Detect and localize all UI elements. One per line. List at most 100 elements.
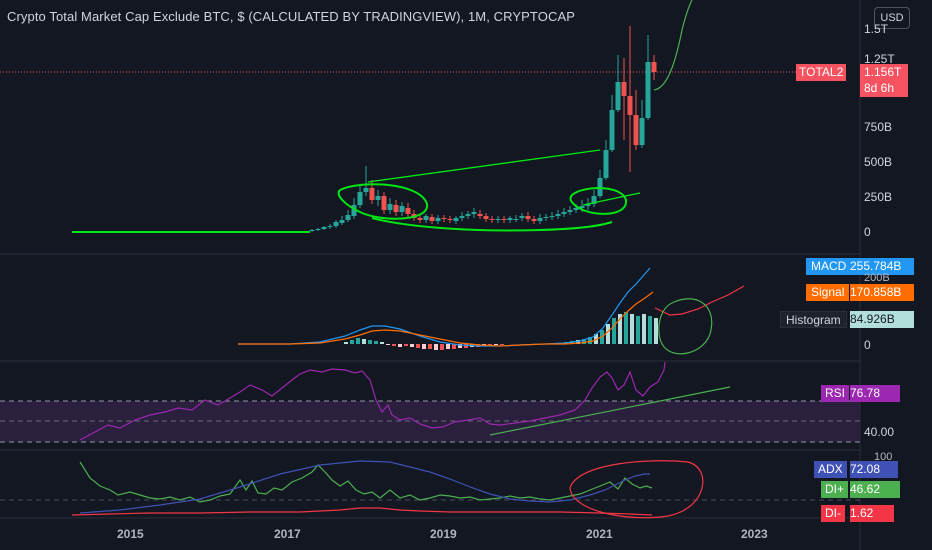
adx-ellipse-drawing: [569, 460, 704, 519]
macd-drawing: [654, 285, 745, 316]
candle: [333, 222, 339, 226]
adx-axis-tick: 100: [874, 451, 893, 463]
candle: [363, 188, 369, 192]
macd-histogram-bar: [618, 314, 622, 344]
candle: [327, 226, 333, 227]
macd-histogram-bar: [350, 340, 354, 344]
candle: [321, 227, 327, 229]
candle: [441, 218, 447, 219]
di-plus-value: 46.62: [850, 481, 900, 498]
price-axis-tick: 0: [864, 225, 871, 239]
macd-ellipse-drawing: [658, 298, 713, 355]
candle: [555, 214, 561, 216]
candle: [495, 219, 501, 220]
di-plus-label: DI+: [821, 481, 849, 498]
macd-histogram-bar: [458, 344, 462, 348]
macd-histogram-bar: [648, 316, 652, 344]
macd-histogram-bar: [410, 344, 414, 347]
di-plus-line: [79, 461, 653, 503]
time-axis-tick: 2015: [117, 527, 144, 541]
macd-axis-tick: 200B: [864, 272, 890, 284]
candle: [525, 216, 531, 219]
signal-value: 170.858B: [850, 284, 914, 301]
macd-histogram-bar: [624, 312, 628, 344]
candle: [387, 204, 393, 210]
candle: [501, 219, 507, 220]
adx-line: [79, 460, 650, 514]
macd-histogram-bar: [630, 314, 634, 344]
candle: [453, 218, 459, 221]
time-axis-tick: 2017: [274, 527, 301, 541]
macd-histogram-bar: [452, 344, 456, 349]
rsi-label: RSI: [821, 385, 850, 402]
rsi-value: 76.78: [850, 385, 900, 402]
candle: [579, 206, 585, 208]
candle: [489, 219, 495, 220]
rsi-axis-tick: 40.00: [864, 425, 895, 439]
candlestick-series: [309, 26, 657, 232]
candle: [531, 219, 537, 221]
trendline-drawing: [367, 149, 601, 183]
candle: [585, 204, 591, 206]
signal-line: [238, 291, 654, 347]
candle: [567, 210, 573, 212]
macd-histogram-bar: [428, 344, 432, 349]
macd-histogram-bar: [374, 341, 378, 344]
candle: [477, 214, 483, 216]
candle: [639, 118, 645, 145]
macd-histogram-bar: [494, 344, 498, 345]
macd-axis-tick: 0: [864, 338, 871, 352]
candle: [315, 229, 321, 230]
last-price-tag: 1.156T: [860, 64, 908, 81]
candle: [519, 216, 525, 218]
rsi-band: [0, 401, 860, 442]
candle: [465, 214, 471, 216]
macd-histogram-bar: [440, 344, 444, 350]
macd-histogram-bar: [356, 338, 360, 344]
histogram-value: 84.926B: [850, 311, 914, 328]
candle: [591, 196, 597, 204]
macd-histogram-bar: [404, 344, 408, 346]
candle: [417, 218, 423, 220]
breakout-line-drawing: [582, 192, 641, 206]
price-axis-tick: 1.25T: [864, 52, 895, 66]
macd-value: 255.784B: [850, 258, 914, 275]
candle: [627, 96, 633, 115]
candle: [447, 219, 453, 220]
projection-curve-drawing: [653, 0, 693, 91]
price-axis-tick: 750B: [864, 120, 893, 134]
histogram-label: Histogram: [780, 311, 847, 328]
macd-histogram-bar: [588, 337, 592, 344]
time-axis-tick: 2023: [741, 527, 768, 541]
candle: [345, 215, 351, 220]
macd-histogram-bar: [362, 339, 366, 344]
candle: [507, 218, 513, 220]
rsi-trendline-drawing: [489, 386, 731, 436]
candle: [549, 216, 555, 217]
macd-histogram-bar: [642, 314, 646, 344]
bar-countdown-tag: 8d 6h: [860, 80, 908, 97]
candle: [423, 216, 429, 220]
signal-label: Signal: [806, 284, 850, 301]
rsi-line: [79, 361, 666, 441]
candle: [561, 212, 567, 214]
candle: [435, 218, 441, 221]
adx-label: ADX: [814, 461, 847, 478]
candle: [339, 220, 345, 223]
bottom-curve-drawing: [371, 217, 613, 232]
candle: [471, 212, 477, 214]
candle: [381, 196, 387, 210]
macd-histogram-bar: [636, 316, 640, 344]
price-axis-tick: 500B: [864, 155, 893, 169]
di-minus-label: DI-: [821, 505, 845, 522]
macd-histogram-bar: [344, 342, 348, 344]
symbol-tag: TOTAL2: [796, 64, 847, 81]
macd-histogram-bar: [392, 344, 396, 346]
price-axis-tick: 1.5T: [864, 22, 889, 36]
candle: [603, 150, 609, 178]
currency-button[interactable]: USD: [874, 7, 910, 29]
macd-histogram-bar: [654, 318, 658, 344]
candle: [651, 62, 657, 72]
macd-histogram-bar: [386, 344, 390, 345]
